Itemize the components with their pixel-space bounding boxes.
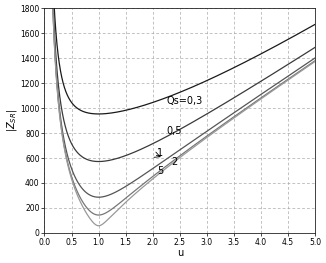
Text: 5: 5 [157,165,163,175]
Text: 0,5: 0,5 [166,126,182,136]
Text: Qs=0,3: Qs=0,3 [166,96,202,106]
Text: 2: 2 [172,156,178,166]
Y-axis label: $|Z_{SR}|$: $|Z_{SR}|$ [5,109,19,132]
X-axis label: u: u [177,248,183,258]
Text: 1: 1 [157,148,163,158]
